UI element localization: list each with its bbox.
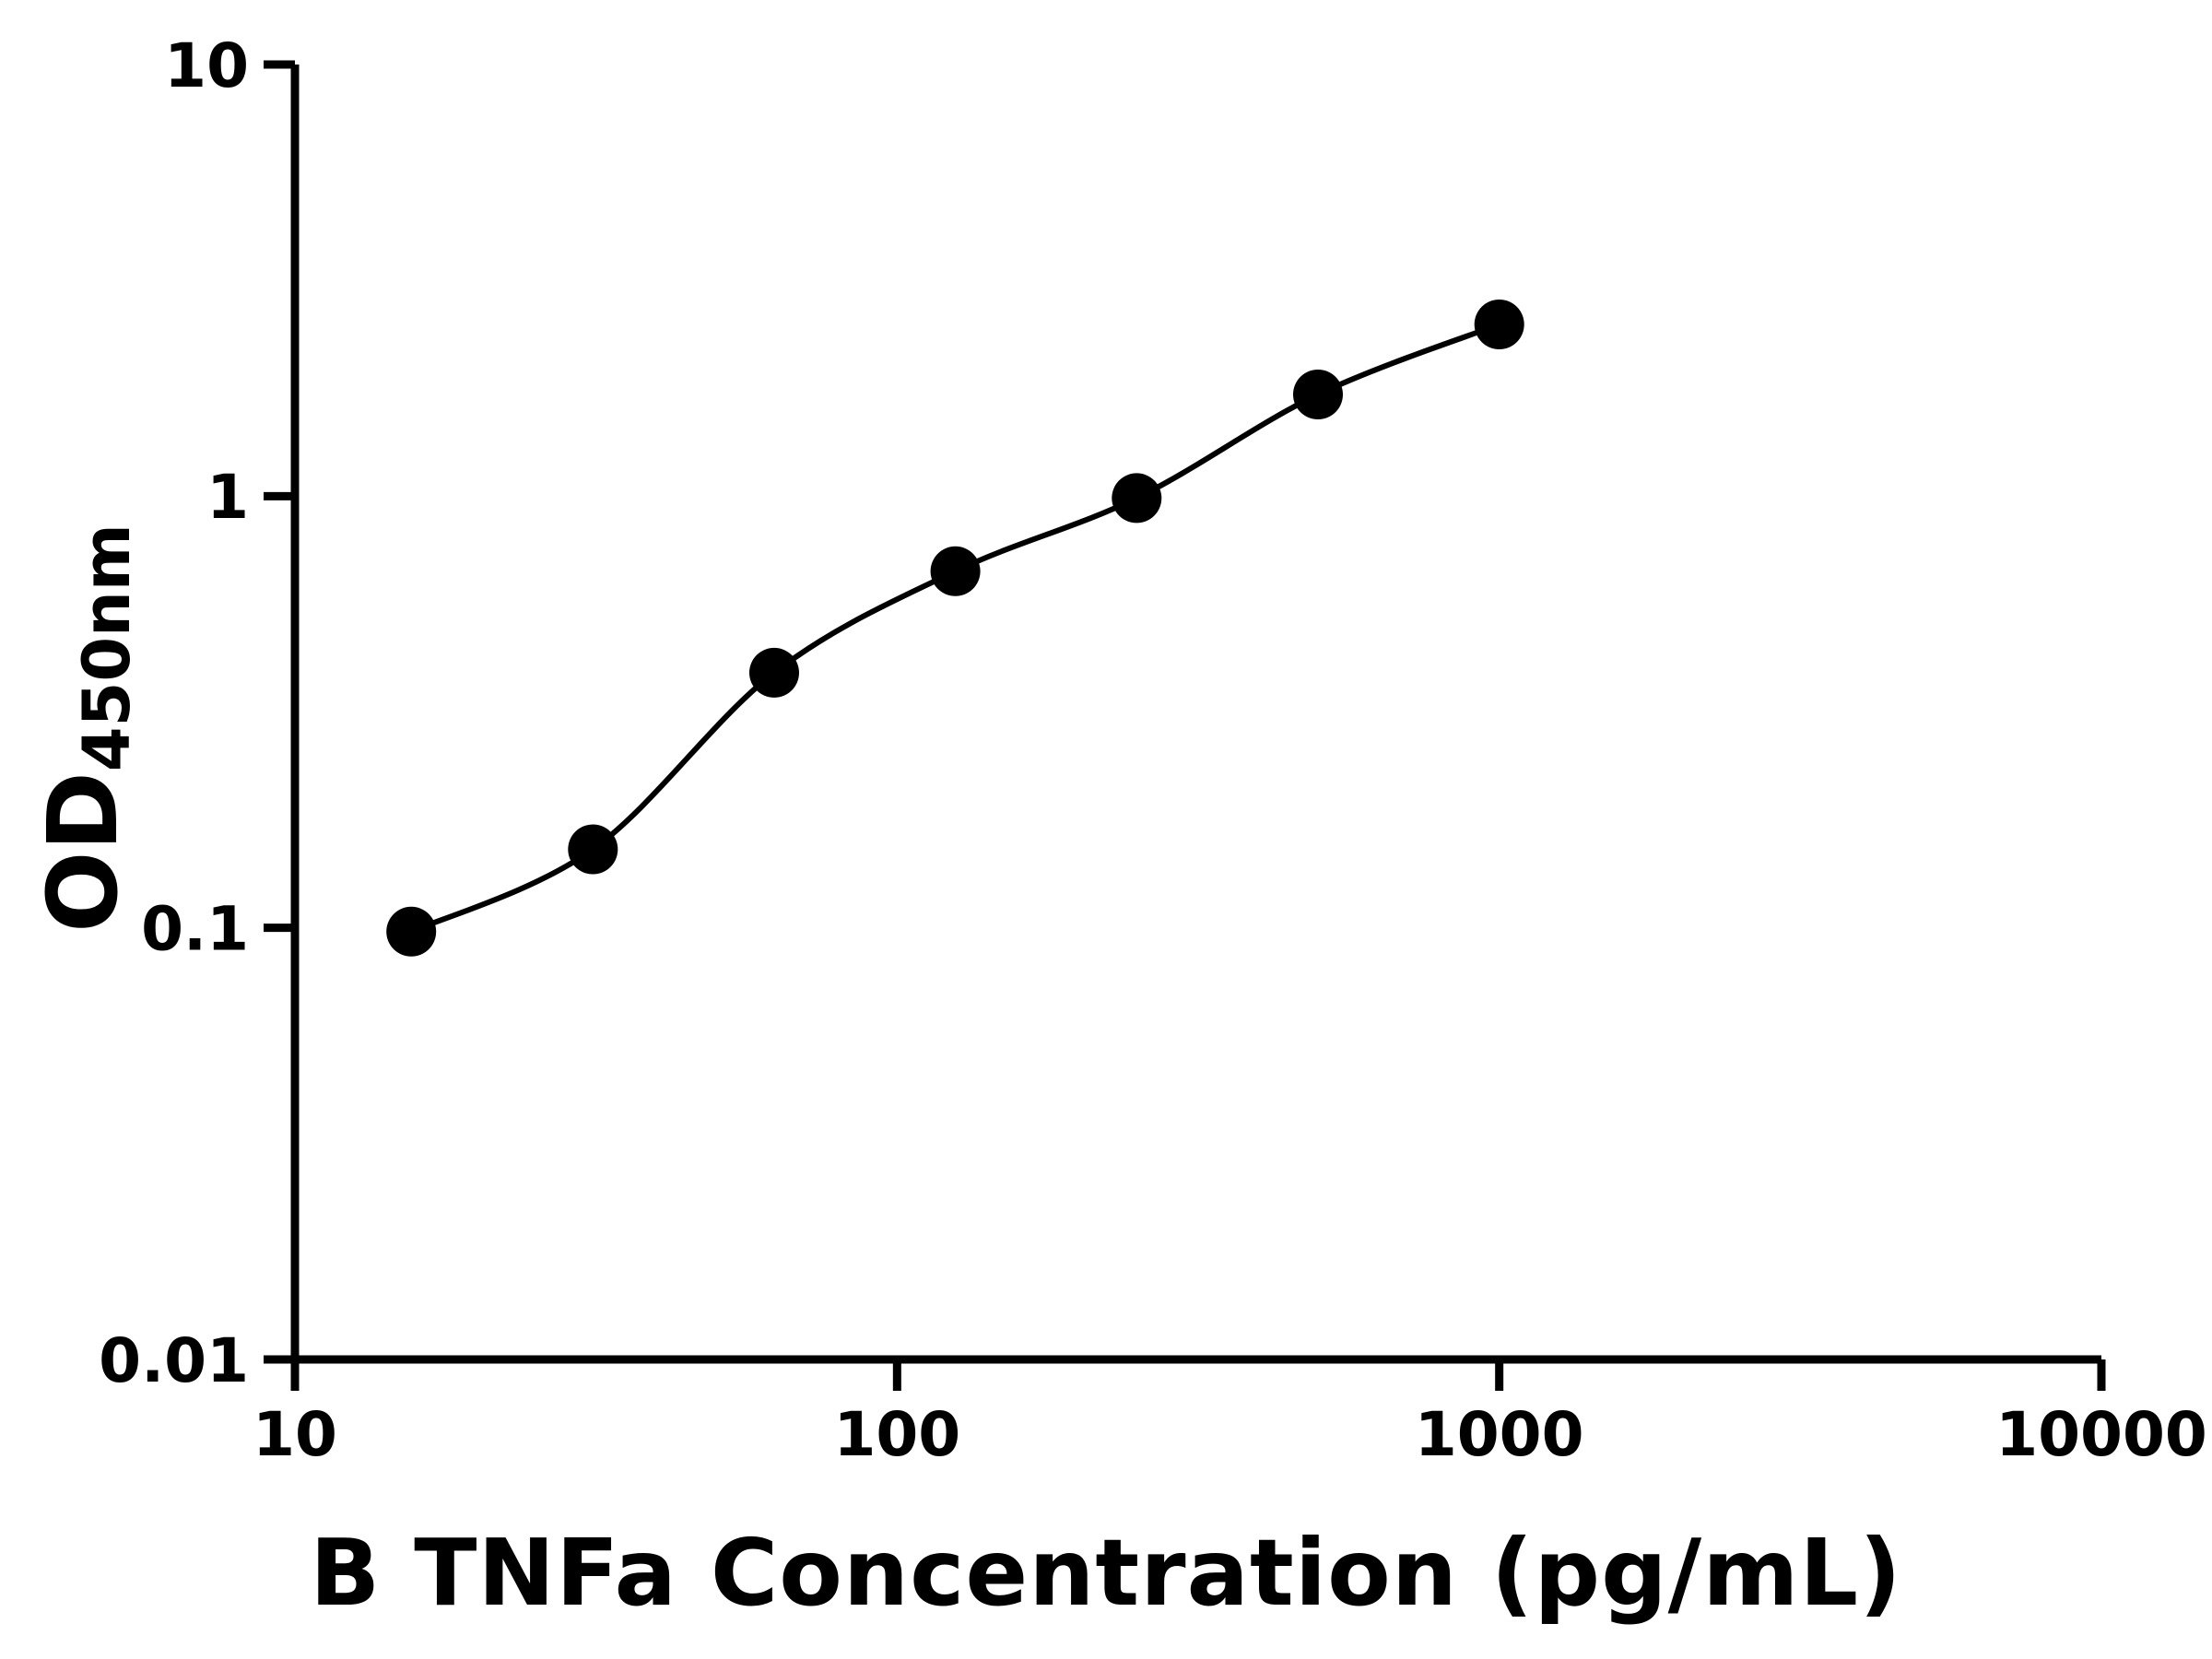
y-axis-title-main: OD: [27, 771, 139, 933]
data-point: [930, 546, 981, 596]
data-point: [1112, 473, 1162, 524]
y-axis-title: OD450nm: [27, 524, 145, 933]
x-tick-label: 100: [833, 1399, 960, 1470]
x-axis-title: B TNFa Concentration (pg/mL): [310, 1519, 1902, 1627]
data-point: [1474, 300, 1524, 349]
data-point: [386, 906, 437, 957]
x-tick-label: 10000: [1995, 1399, 2207, 1470]
y-axis-title-subscript: 450nm: [69, 524, 145, 772]
y-tick-label: 1: [206, 462, 249, 533]
data-point: [1293, 370, 1343, 419]
data-point: [749, 647, 799, 698]
y-tick-label: 0.1: [141, 893, 249, 964]
data-point: [568, 824, 618, 875]
y-tick-label: 10: [164, 30, 249, 101]
x-tick-label: 1000: [1415, 1399, 1584, 1470]
x-tick-label: 10: [253, 1399, 337, 1470]
y-tick-label: 0.01: [99, 1325, 249, 1396]
